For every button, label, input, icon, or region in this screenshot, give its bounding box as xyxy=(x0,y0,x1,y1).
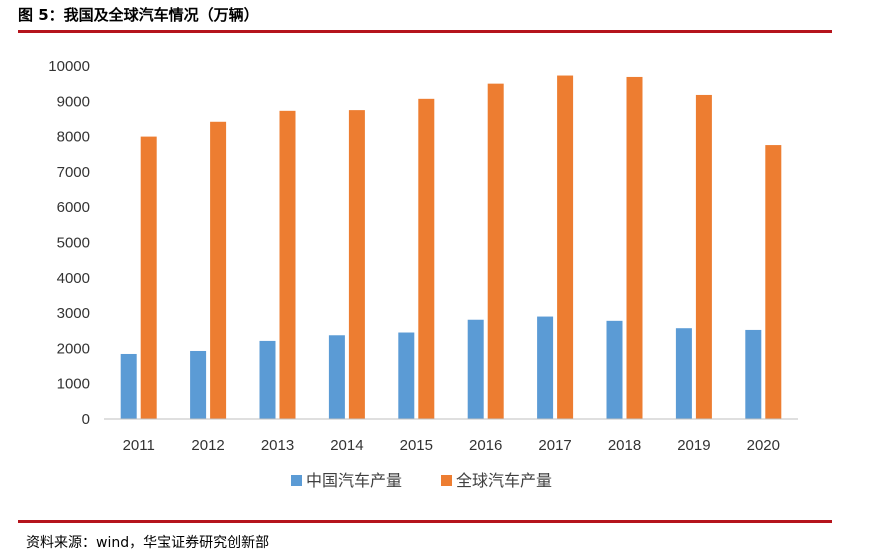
x-tick-label: 2011 xyxy=(123,437,155,454)
legend-swatch xyxy=(291,475,302,486)
global-production-bar xyxy=(210,121,227,420)
y-tick-label: 3000 xyxy=(57,305,90,322)
china-production-bar xyxy=(745,329,762,419)
y-axis-labels: 0 1000 2000 3000 4000 5000 6000 7000 8000 9000 100… xyxy=(48,58,90,428)
china-production-bar xyxy=(537,316,554,419)
global-production-bar xyxy=(626,76,643,420)
bottom-divider xyxy=(18,520,832,523)
x-tick-label: 2018 xyxy=(608,437,641,454)
china-production-bar xyxy=(259,340,276,419)
legend-label: 全球汽车产量 xyxy=(456,471,552,490)
china-production-bar xyxy=(467,319,484,419)
bars xyxy=(120,75,782,420)
y-tick-label: 8000 xyxy=(57,129,90,146)
x-tick-label: 2015 xyxy=(400,437,433,454)
global-production-bar xyxy=(418,98,435,419)
bar-chart: 0 1000 2000 3000 4000 5000 6000 7000 8000 9000 100… xyxy=(48,58,798,490)
y-tick-label: 9000 xyxy=(57,93,90,110)
top-divider xyxy=(18,30,832,33)
y-tick-label: 4000 xyxy=(57,270,90,287)
china-production-bar xyxy=(398,332,415,419)
y-tick-label: 1000 xyxy=(57,376,90,393)
global-production-bar xyxy=(695,94,712,420)
china-production-bar xyxy=(606,320,623,419)
legend-swatch xyxy=(441,475,452,486)
global-production-bar xyxy=(348,110,365,419)
y-tick-label: 5000 xyxy=(57,235,90,252)
y-tick-label: 10000 xyxy=(48,58,90,75)
global-production-bar xyxy=(487,83,504,420)
source-note: 资料来源：wind，华宝证券研究创新部 xyxy=(26,535,270,551)
y-tick-label: 7000 xyxy=(57,164,90,181)
x-tick-label: 2020 xyxy=(747,437,780,454)
china-production-bar xyxy=(675,328,692,419)
legend-label: 中国汽车产量 xyxy=(306,471,402,490)
figure-title: 图 5：我国及全球汽车情况（万辆） xyxy=(18,6,259,24)
x-tick-label: 2017 xyxy=(538,437,571,454)
y-tick-label: 0 xyxy=(82,411,90,428)
x-axis-labels: 2011 2012 2013 2014 2015 2016 2017 2018 2019 2020 xyxy=(123,437,780,454)
y-tick-label: 6000 xyxy=(57,199,90,216)
x-tick-label: 2012 xyxy=(191,437,224,454)
global-production-bar xyxy=(765,145,782,419)
china-production-bar xyxy=(120,353,137,419)
x-tick-label: 2016 xyxy=(469,437,502,454)
global-production-bar xyxy=(140,136,157,419)
global-production-bar xyxy=(557,75,574,419)
y-tick-label: 2000 xyxy=(57,340,90,357)
global-production-bar xyxy=(279,110,296,420)
china-production-bar xyxy=(328,335,345,419)
x-tick-label: 2019 xyxy=(677,437,710,454)
china-production-bar xyxy=(190,350,207,419)
x-tick-label: 2014 xyxy=(330,437,363,454)
x-tick-label: 2013 xyxy=(261,437,294,454)
legend: 中国汽车产量 全球汽车产量 xyxy=(291,471,552,490)
